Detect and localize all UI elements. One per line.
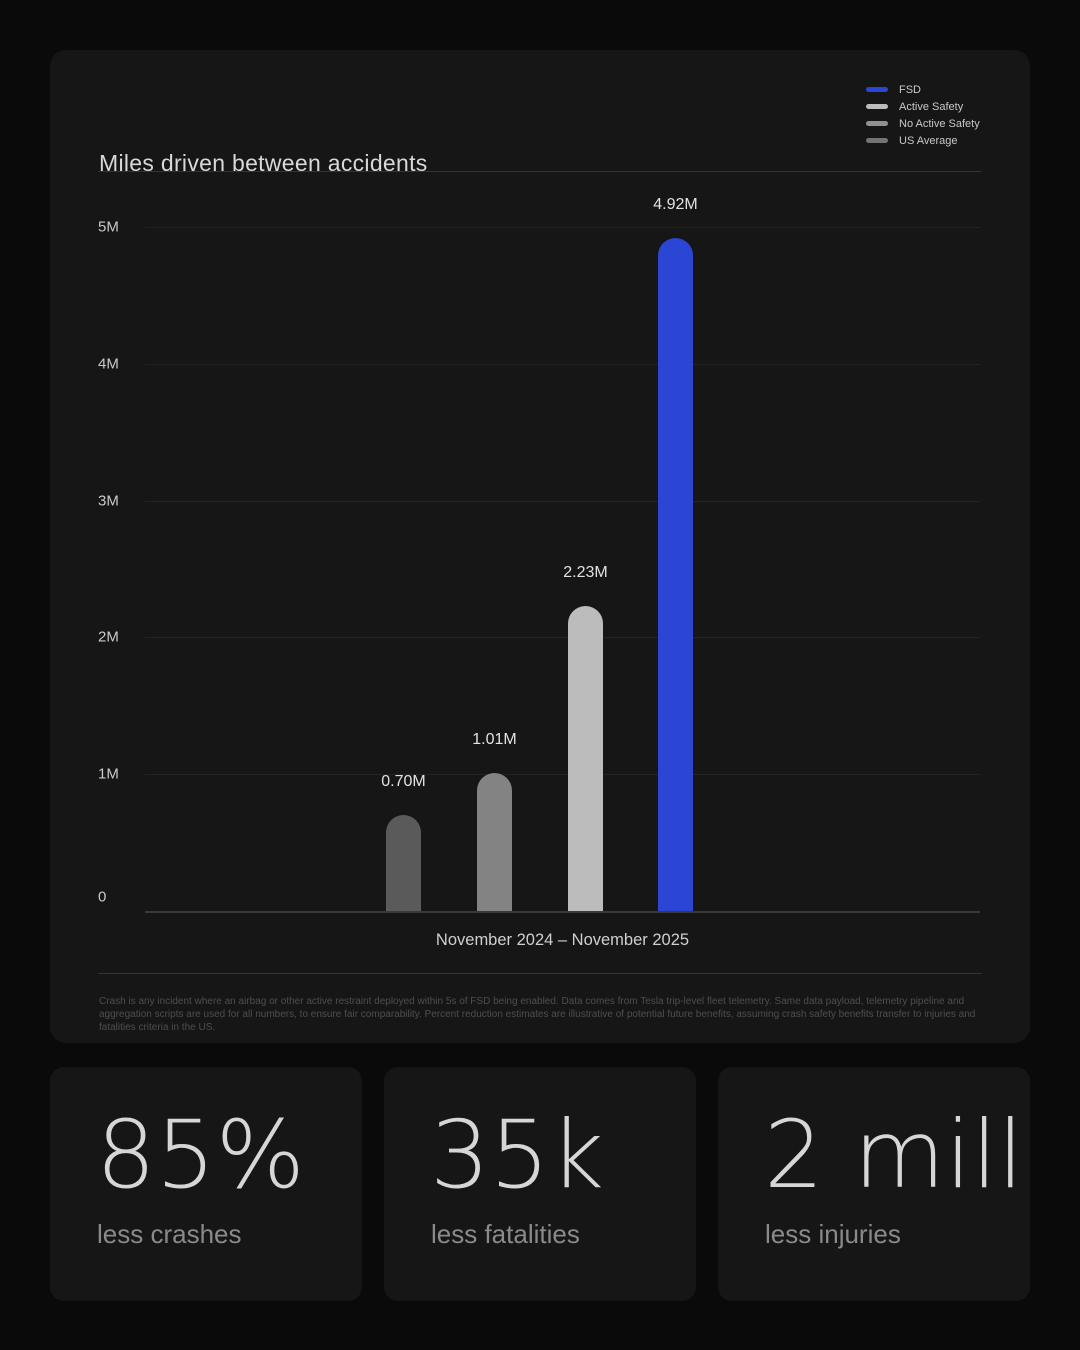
stat-value-injuries: 2 mill [764, 1101, 1024, 1210]
chart-footnote: Crash is any incident where an airbag or… [99, 996, 976, 1033]
legend-item-no-active-safety: No Active Safety [866, 115, 980, 132]
stat-label-injuries: less injuries [765, 1219, 901, 1249]
legend-label: FSD [899, 83, 921, 96]
chart-card: Miles driven between accidents FSD Active… [50, 50, 1030, 1043]
stat-value-fatalities: 35k [430, 1101, 605, 1210]
y-tick-label-4m: 4M [98, 355, 119, 373]
stat-label-crashes: less crashes [97, 1219, 242, 1249]
legend-label: Active Safety [899, 100, 964, 113]
bar-value-label-us-average: 0.70M [381, 773, 426, 791]
gridline-5m [145, 227, 980, 228]
legend-swatch-icon [866, 138, 888, 143]
stat-label-fatalities: less fatalities [431, 1219, 580, 1249]
gridline-2m [145, 637, 980, 639]
bar-value-label-no-active-safety: 1.01M [472, 730, 517, 748]
gridline-4m [145, 363, 980, 365]
stat-card-crashes: 85% less crashes [50, 1067, 362, 1301]
bar-fsd [658, 237, 693, 911]
x-axis-label: November 2024 – November 2025 [435, 931, 690, 949]
legend-swatch-icon [866, 87, 888, 92]
y-tick-label-2m: 2M [98, 628, 119, 646]
y-tick-label-5m: 5M [98, 218, 119, 236]
stat-card-fatalities: 35k less fatalities [384, 1067, 696, 1301]
bar-value-label-fsd: 4.92M [653, 195, 698, 213]
legend-swatch-icon [866, 121, 888, 126]
chart-legend: FSD Active Safety No Active Safety US Avera… [866, 81, 980, 149]
bar-no-active-safety [477, 772, 512, 911]
bar-value-label-active-safety: 2.23M [563, 563, 608, 581]
legend-label: No Active Safety [899, 117, 980, 130]
legend-item-fsd: FSD [866, 81, 980, 98]
y-tick-label-0: 0 [98, 888, 107, 906]
legend-item-active-safety: Active Safety [866, 98, 980, 115]
footnote-divider [98, 973, 982, 974]
stat-value-crashes: 85% [96, 1101, 305, 1210]
gridline-3m [145, 500, 980, 502]
bar-chart-plot-area: 0 1M 2M 3M 4M 5M 0.70M 1.01M 2.23M 4.92M [50, 50, 1030, 1043]
bar-us-average [386, 815, 421, 911]
y-tick-label-1m: 1M [98, 765, 119, 783]
y-tick-label-3m: 3M [98, 492, 119, 510]
bar-active-safety [568, 605, 603, 911]
x-axis-line [145, 911, 980, 913]
stat-card-injuries: 2 mill less injuries [718, 1067, 1030, 1301]
legend-swatch-icon [866, 104, 888, 109]
gridline-1m [145, 774, 980, 776]
legend-label: US Average [899, 134, 958, 147]
legend-item-us-average: US Average [866, 132, 980, 149]
title-divider [98, 171, 982, 172]
